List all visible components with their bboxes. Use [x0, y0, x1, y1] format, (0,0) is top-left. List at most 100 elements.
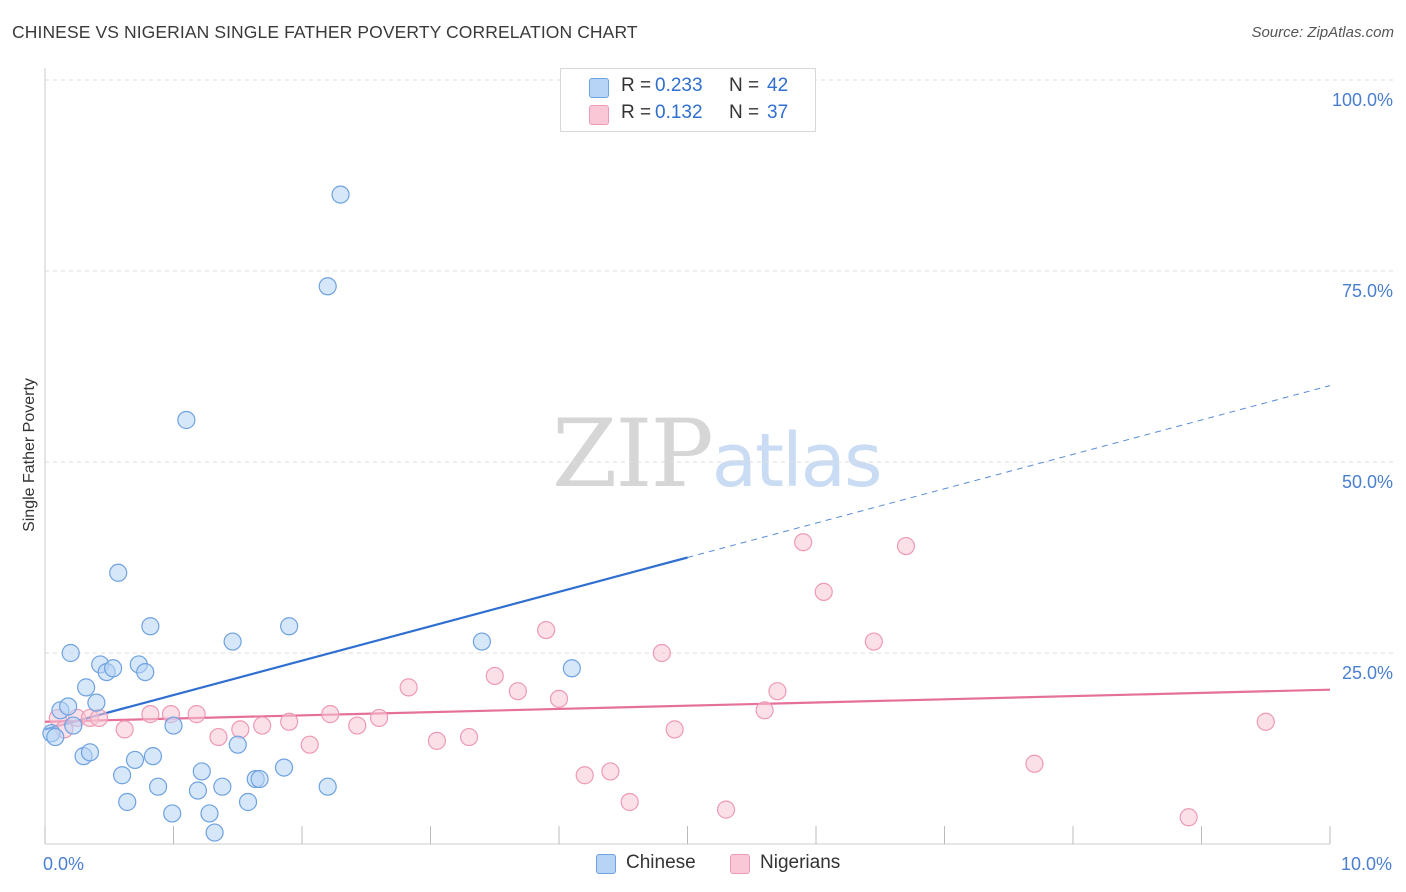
nigerian-point	[115, 720, 134, 739]
watermark-zip: ZIP	[552, 400, 714, 509]
nigerian-point	[280, 712, 299, 731]
nigerian-point	[348, 716, 367, 735]
nigerian-point	[814, 582, 833, 601]
x-tick-label: 0.0%	[43, 854, 84, 874]
chinese-point	[64, 716, 83, 735]
x-tick-label: 10.0%	[1341, 854, 1392, 874]
correlation-legend: R = 0.233 N = 42 R = 0.132 N = 37	[560, 68, 816, 132]
chinese-point	[213, 777, 232, 796]
nigerian-point	[768, 682, 787, 701]
chinese-point	[136, 662, 155, 682]
nigerian-point	[89, 708, 109, 728]
chinese-trend-extension	[687, 385, 1331, 558]
nigerian-trend-line	[44, 688, 1331, 723]
chinese-point	[472, 632, 491, 651]
trend-layer	[44, 385, 1331, 731]
legend-row-nigerians: R = 0.132 N = 37	[561, 101, 815, 127]
nigerian-point	[508, 682, 527, 701]
y-tick-label: 100.0%	[1332, 90, 1393, 110]
nigerian-point	[549, 689, 569, 708]
chinese-swatch	[589, 78, 609, 98]
r-label: R =	[621, 75, 652, 96]
r-value: 0.233	[655, 75, 703, 96]
nigerian-point	[399, 678, 418, 697]
chinese-point	[148, 777, 168, 796]
chinese-point	[274, 758, 294, 777]
chinese-legend-label: Chinese	[626, 852, 696, 873]
axis-layer	[44, 68, 1331, 845]
label-layer: 25.0% 50.0% 75.0% 100.0% 0.0% 10.0%	[43, 90, 1393, 874]
nigerian-point	[231, 720, 250, 739]
nigerian-point	[1179, 808, 1198, 827]
r-value: 0.132	[655, 102, 703, 123]
nigerian-legend-swatch	[730, 854, 750, 874]
nigerian-point	[427, 731, 447, 750]
nigerian-point	[794, 533, 813, 552]
chinese-point	[200, 804, 219, 823]
chinese-point	[228, 735, 247, 754]
nigerian-point	[300, 735, 319, 754]
nigerian-point	[459, 727, 479, 747]
source-credit: Source: ZipAtlas.com	[1251, 24, 1394, 41]
nigerian-point	[652, 643, 671, 663]
chinese-point	[104, 659, 123, 678]
chinese-legend-swatch	[596, 854, 616, 874]
y-tick-label: 50.0%	[1342, 472, 1393, 492]
nigerian-point	[575, 766, 594, 785]
nigerian-point	[716, 800, 736, 819]
n-label: N =	[729, 75, 760, 96]
chinese-point	[80, 743, 100, 762]
chinese-point	[112, 766, 132, 785]
chinese-point	[143, 747, 163, 766]
chinese-point	[77, 678, 96, 697]
nigerian-point	[253, 716, 272, 735]
chinese-point	[46, 727, 65, 747]
chinese-point	[188, 781, 208, 800]
grid-layer	[45, 79, 1395, 654]
nigerian-point	[665, 720, 684, 739]
nigerian-point	[209, 727, 228, 747]
nigerian-point	[485, 666, 504, 686]
nigerian-point	[141, 705, 160, 724]
chinese-point	[250, 769, 269, 789]
chinese-point	[318, 277, 337, 296]
chinese-point	[192, 762, 211, 781]
watermark: ZIPatlas	[552, 400, 883, 509]
nigerian-point	[370, 708, 389, 728]
chinese-point	[562, 659, 581, 678]
chinese-trend-line	[44, 556, 688, 731]
r-label: R =	[621, 102, 652, 123]
nigerian-point	[620, 792, 639, 812]
watermark-atlas: atlas	[711, 418, 883, 504]
chinese-point	[109, 563, 128, 582]
nigerian-point	[1256, 712, 1275, 731]
chinese-point	[280, 617, 299, 636]
nigerian-point	[187, 705, 206, 724]
chinese-point	[205, 823, 224, 842]
n-value: 37	[767, 102, 789, 123]
chinese-point	[223, 632, 242, 651]
nigerian-point	[321, 705, 340, 724]
y-tick-label: 75.0%	[1342, 281, 1393, 301]
chinese-point	[61, 643, 80, 663]
chinese-point	[164, 716, 183, 735]
chinese-point	[331, 185, 350, 204]
chart-title: CHINESE VS NIGERIAN SINGLE FATHER POVERT…	[12, 22, 638, 42]
nigerian-point	[896, 536, 916, 556]
chinese-point	[163, 804, 182, 823]
nigerian-point	[755, 701, 774, 720]
chinese-point	[141, 617, 160, 636]
legend-row-chinese: R = 0.233 N = 42	[561, 74, 815, 100]
nigerian-legend-label: Nigerians	[760, 852, 841, 873]
nigerian-point	[864, 632, 883, 651]
y-tick-label: 25.0%	[1342, 663, 1393, 683]
y-axis-label: Single Father Poverty	[21, 378, 38, 532]
chinese-point	[177, 410, 196, 430]
chinese-point	[87, 693, 106, 712]
nigerian-point	[601, 762, 620, 781]
nigerian-point	[537, 620, 556, 640]
nigerian-swatch	[589, 105, 609, 125]
n-value: 42	[767, 75, 789, 96]
point-layer	[42, 185, 1275, 842]
